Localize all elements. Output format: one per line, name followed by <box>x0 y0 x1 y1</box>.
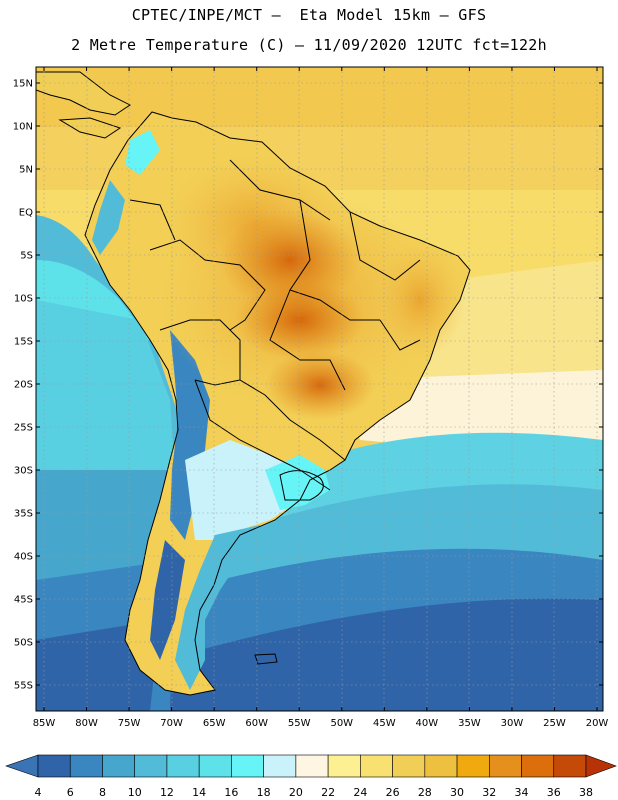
lat-label: 20S <box>14 380 33 391</box>
colorbar-swatch <box>488 754 522 778</box>
lat-label: 15S <box>14 337 33 348</box>
map-title-line-1: CPTEC/INPE/MCT – Eta Model 15km – GFS <box>131 6 487 24</box>
lon-label: 45W <box>373 718 396 729</box>
colorbar-swatch <box>392 754 426 778</box>
lon-label: 55W <box>288 718 311 729</box>
colorbar-label: 10 <box>128 786 142 799</box>
colorbar-label: 4 <box>35 786 42 799</box>
colorbar-under-triangle <box>5 754 39 778</box>
colorbar-label: 26 <box>386 786 400 799</box>
colorbar-swatch <box>327 754 361 778</box>
lat-label: 30S <box>14 466 33 477</box>
lat-label: 10N <box>13 122 33 133</box>
lon-label: 85W <box>33 718 56 729</box>
colorbar-label: 28 <box>418 786 432 799</box>
colorbar-label: 36 <box>547 786 561 799</box>
colorbar-swatch <box>134 754 168 778</box>
colorbar-swatch <box>521 754 555 778</box>
colorbar-swatch <box>37 754 71 778</box>
lon-label: 50W <box>330 718 353 729</box>
graticule <box>36 67 603 711</box>
lon-label: 25W <box>543 718 566 729</box>
colorbar-label: 30 <box>450 786 464 799</box>
lat-label: EQ <box>19 208 33 219</box>
lat-label: 50S <box>14 638 33 649</box>
colorbar-swatch <box>456 754 490 778</box>
lon-label: 35W <box>458 718 481 729</box>
colorbar-swatch <box>424 754 458 778</box>
country-borders <box>36 71 471 696</box>
colorbar-label: 16 <box>224 786 238 799</box>
lat-label: 25S <box>14 423 33 434</box>
lat-label: 45S <box>14 595 33 606</box>
lon-label: 80W <box>75 718 98 729</box>
colorbar-label: 12 <box>160 786 174 799</box>
colorbar-swatch <box>263 754 297 778</box>
lon-label: 40W <box>416 718 439 729</box>
colorbar-label: 22 <box>321 786 335 799</box>
colorbar-label: 20 <box>289 786 303 799</box>
lon-label: 60W <box>245 718 268 729</box>
colorbar: 4 6 8 10 12 14 16 18 20 22 24 26 28 30 32 34 36 38 <box>5 754 617 799</box>
colorbar-swatch <box>295 754 329 778</box>
colorbar-swatch <box>553 754 587 778</box>
colorbar-label: 14 <box>192 786 206 799</box>
colorbar-label: 24 <box>353 786 367 799</box>
colorbar-over-triangle <box>585 754 617 778</box>
colorbar-swatch <box>69 754 103 778</box>
lat-label: 15N <box>13 79 33 90</box>
colorbar-label: 34 <box>515 786 529 799</box>
lon-label: 30W <box>501 718 524 729</box>
latitude-axis: 15N 10N 5N EQ 5S 10S 15S 20S 25S 30S 35S 40S 45S 50S 5… <box>13 79 603 692</box>
lat-label: 10S <box>14 294 33 305</box>
lon-label: 70W <box>160 718 183 729</box>
colorbar-swatch <box>166 754 200 778</box>
colorbar-label: 38 <box>579 786 593 799</box>
lon-label: 65W <box>203 718 226 729</box>
lat-label: 55S <box>14 681 33 692</box>
colorbar-label: 8 <box>99 786 106 799</box>
lat-label: 5S <box>20 251 33 262</box>
temperature-field <box>36 67 603 711</box>
lon-label: 20W <box>586 718 609 729</box>
colorbar-swatch <box>102 754 136 778</box>
map-title-line-2: 2 Metre Temperature (C) – 11/09/2020 12U… <box>71 36 547 54</box>
colorbar-swatch <box>360 754 393 778</box>
lat-label: 5N <box>19 165 33 176</box>
longitude-axis: 85W 80W 75W 70W 65W 60W 55W 50W 45W 40W 35W 30W 25W 2… <box>33 67 609 729</box>
lon-label: 75W <box>118 718 141 729</box>
map-frame <box>35 66 604 712</box>
colorbar-label: 32 <box>482 786 496 799</box>
colorbar-swatch <box>231 754 264 778</box>
lat-label: 35S <box>14 509 33 520</box>
colorbar-label: 18 <box>257 786 271 799</box>
colorbar-swatch <box>198 754 232 778</box>
colorbar-label: 6 <box>67 786 74 799</box>
lat-label: 40S <box>14 552 33 563</box>
